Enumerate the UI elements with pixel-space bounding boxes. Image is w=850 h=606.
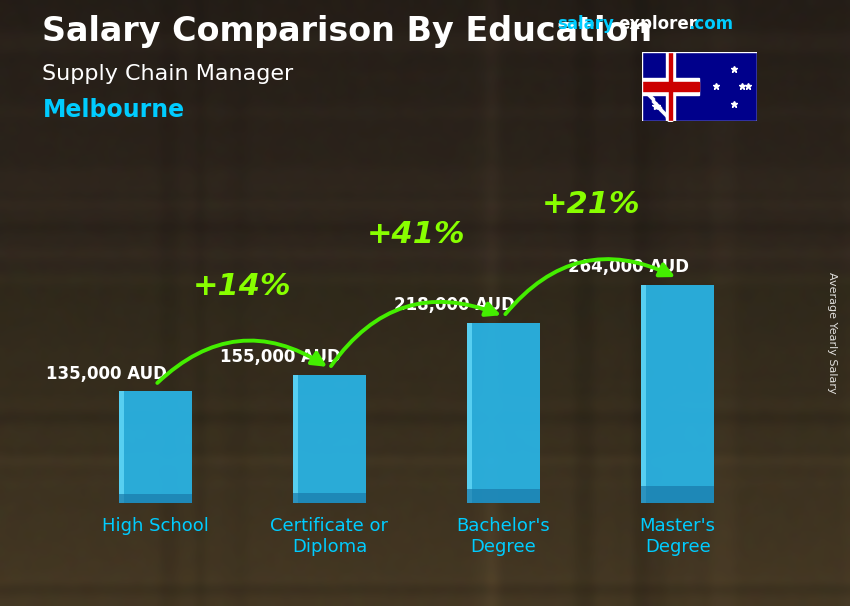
Text: 264,000 AUD: 264,000 AUD (569, 258, 689, 276)
Bar (467, 488, 540, 503)
Text: .com: .com (688, 15, 734, 33)
Bar (293, 375, 366, 503)
Bar (119, 391, 124, 503)
Text: Supply Chain Manager: Supply Chain Manager (42, 64, 294, 84)
Bar (119, 494, 192, 503)
Text: Average Yearly Salary: Average Yearly Salary (827, 273, 837, 394)
Bar (119, 391, 192, 503)
Text: +14%: +14% (193, 271, 292, 301)
Bar (293, 375, 298, 503)
Bar (467, 323, 540, 503)
Bar (293, 493, 366, 503)
Text: Salary Comparison By Education: Salary Comparison By Education (42, 15, 653, 48)
Bar (642, 78, 699, 95)
Bar (669, 52, 672, 121)
Text: 218,000 AUD: 218,000 AUD (394, 296, 515, 314)
Bar (666, 52, 675, 121)
Text: salary: salary (557, 15, 614, 33)
Text: 155,000 AUD: 155,000 AUD (220, 348, 341, 366)
Bar (641, 285, 646, 503)
Bar (642, 82, 699, 90)
Bar (641, 285, 714, 503)
Text: 135,000 AUD: 135,000 AUD (46, 365, 167, 383)
Text: explorer: explorer (618, 15, 697, 33)
Bar (641, 485, 714, 503)
Text: Melbourne: Melbourne (42, 98, 184, 122)
Text: +41%: +41% (367, 219, 466, 248)
Text: +21%: +21% (541, 190, 640, 219)
Bar (467, 323, 472, 503)
